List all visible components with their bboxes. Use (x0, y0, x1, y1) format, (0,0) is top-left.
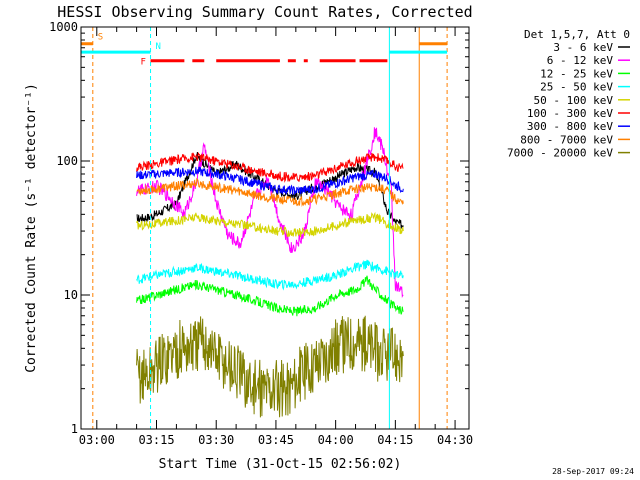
y-tick-label: 100 (56, 154, 78, 168)
flag-label: S (98, 33, 103, 43)
y-tick-label: 1000 (49, 20, 78, 34)
x-tick-label: 03:45 (258, 433, 294, 447)
legend-entry-label: 800 - 7000 keV (520, 133, 613, 146)
flag-label: F (141, 58, 146, 68)
series-line (136, 177, 404, 207)
series-line (136, 275, 404, 317)
series-line (136, 165, 404, 196)
x-tick-label: 04:30 (437, 433, 473, 447)
legend-entry-label: 6 - 12 keV (547, 54, 614, 67)
legend-entry-label: 300 - 800 keV (527, 120, 613, 133)
y-tick-label: 1 (71, 422, 78, 436)
legend-entry-label: 7000 - 20000 keV (507, 147, 613, 160)
x-tick-label: 03:00 (79, 433, 115, 447)
chart-title: HESSI Observing Summary Count Rates, Cor… (57, 3, 472, 21)
y-tick-label: 10 (64, 288, 78, 302)
legend-entry-label: 25 - 50 keV (540, 81, 613, 94)
x-tick-label: 04:15 (377, 433, 413, 447)
series-line (136, 152, 404, 183)
x-tick-label: 04:00 (318, 433, 354, 447)
legend-entry-label: 3 - 6 keV (553, 41, 613, 54)
y-axis-label: Corrected Count Rate (s⁻¹ detector⁻¹) (24, 83, 39, 373)
x-axis-label: Start Time (31-Oct-15 02:56:02) (159, 457, 402, 472)
plot-frame (80, 26, 470, 430)
series-line (136, 211, 404, 238)
series-line (136, 259, 404, 291)
x-tick-label: 03:30 (198, 433, 234, 447)
legend-entry-label: 100 - 300 keV (527, 107, 613, 120)
legend-header: Det 1,5,7, Att 0 (524, 28, 630, 41)
flag-label: N (156, 42, 161, 52)
legend-entry-label: 12 - 25 keV (540, 67, 613, 80)
legend-entry-label: 50 - 100 keV (534, 94, 614, 107)
series-line (136, 315, 404, 418)
plot-timestamp: 28-Sep-2017 09:24 (552, 467, 634, 476)
x-tick-label: 03:15 (138, 433, 174, 447)
